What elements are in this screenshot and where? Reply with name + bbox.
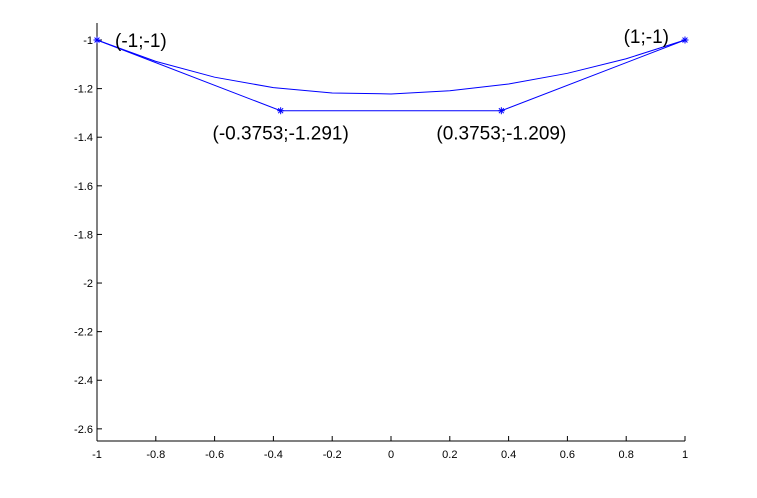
control-polygon-line	[96, 39, 686, 112]
x-tick-label: 0.8	[619, 449, 634, 461]
x-tick-label: -0.2	[323, 449, 342, 461]
axes-layer: -1 -0.8 -0.6 -0.4 -0.2 0 0.2 0.4 0.6 0.8 1 -1 -1.2 -1…	[74, 23, 688, 461]
bezier-curve-line	[96, 39, 686, 95]
x-tick-label: 0	[388, 449, 394, 461]
series-layer	[93, 36, 689, 115]
y-tick-label: -1	[83, 35, 93, 47]
x-tick-label: 0.2	[442, 449, 457, 461]
x-tick-label: -0.4	[264, 449, 283, 461]
y-tick-label: -1.4	[74, 132, 93, 144]
point-annotation: (-0.3753;-1.291)	[213, 124, 349, 145]
y-tick-label: -2.2	[74, 327, 93, 339]
y-tick-label: -2.6	[74, 424, 93, 436]
point-annotation: (-1;-1)	[115, 31, 167, 52]
x-tick-label: 0.4	[501, 449, 516, 461]
y-tick-label: -1.6	[74, 181, 93, 193]
control-point-marker	[277, 107, 285, 115]
y-tick-label: -2	[83, 278, 93, 290]
y-tick-label: -2.4	[74, 375, 93, 387]
annotation-layer: (-1;-1) (-0.3753;-1.291) (0.3753;-1.209) (1…	[115, 27, 669, 145]
control-point-marker	[497, 107, 505, 115]
x-tick-label: -1	[92, 449, 102, 461]
point-annotation: (1;-1)	[624, 27, 669, 48]
point-annotation: (0.3753;-1.209)	[436, 124, 566, 145]
y-tick-label: -1.8	[74, 229, 93, 241]
x-tick-label: 1	[682, 449, 688, 461]
x-tick-label: -0.6	[205, 449, 224, 461]
x-tick-label: -0.8	[146, 449, 165, 461]
x-tick-label: 0.6	[560, 449, 575, 461]
y-tick-label: -1.2	[74, 84, 93, 96]
